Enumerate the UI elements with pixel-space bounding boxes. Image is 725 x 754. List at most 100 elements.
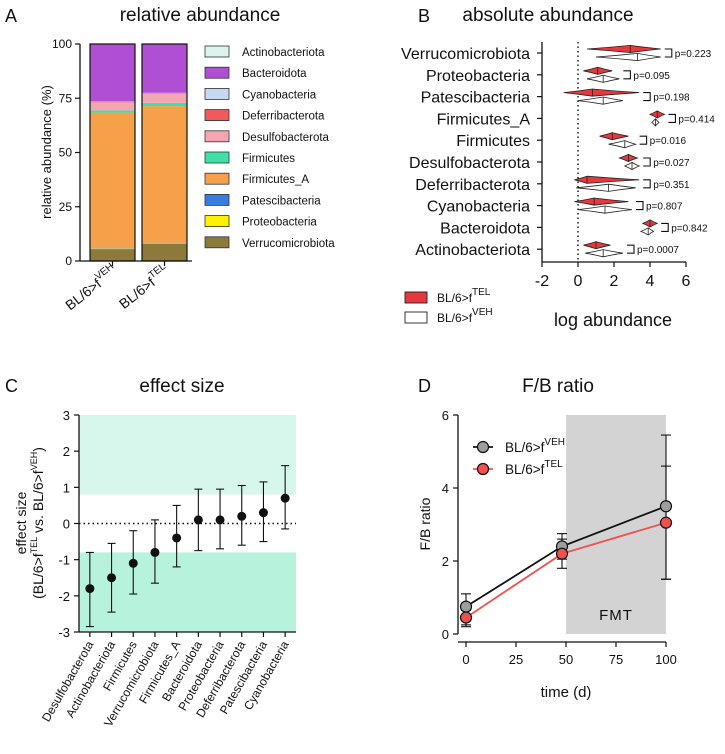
- chart-b-p-value: p=0.095: [633, 71, 670, 82]
- chart-b-legend-label-sup: TEL: [472, 287, 491, 298]
- chart-a-bar-segment: [142, 102, 187, 107]
- chart-d-legend-label-base: BL/6>f: [505, 440, 545, 455]
- chart-a-bar-segment: [90, 249, 135, 261]
- chart-d-ytick-label: 4: [442, 481, 449, 496]
- chart-a-legend-label: Deferribacterota: [242, 111, 325, 123]
- chart-b-xtick-label: 6: [682, 273, 691, 290]
- chart-d-legend-marker: [476, 440, 490, 454]
- chart-b-violin: [599, 132, 629, 141]
- chart-c-band-lower: [79, 552, 296, 632]
- chart-d-legend-label: BL/6>fVEH: [505, 437, 565, 455]
- chart-a-legend-label: Cyanobacteria: [242, 89, 317, 101]
- chart-b-p-value: p=0.223: [675, 49, 712, 60]
- chart-b-category-label: Bacteroidota: [440, 220, 530, 237]
- chart-d-ytick-label: 6: [442, 408, 449, 423]
- chart-b-bracket: [668, 113, 676, 123]
- chart-a-legend-label: Firmicutes_A: [242, 174, 309, 186]
- chart-c-point: [128, 558, 138, 568]
- chart-d-point: [459, 611, 473, 624]
- chart-a-ylabel: relative abundance (%): [39, 85, 54, 219]
- chart-a-ytick-label: 25: [59, 200, 73, 214]
- chart-c-band-upper: [79, 415, 296, 495]
- chart-c-ytick-label: -3: [58, 625, 70, 640]
- chart-d-ylabel: F/B ratio: [417, 497, 433, 550]
- chart-c-ylabel-part2: vs. BL/6>f: [30, 470, 46, 537]
- chart-b-category-label: Cyanobacteria: [427, 199, 530, 216]
- chart-b-bracket: [639, 135, 648, 145]
- chart-c-ytick-label: -2: [58, 589, 70, 604]
- chart-d-point: [555, 547, 569, 560]
- chart-c-ylabel-part1: (BL/6>f: [30, 553, 46, 599]
- chart-b-legend-swatch: [404, 311, 428, 324]
- chart-a-legend-swatch: [204, 236, 230, 249]
- chart-b-category-label: Firmicutes_A: [437, 111, 531, 128]
- chart-c-ylabel-line2: (BL/6>fTEL vs. BL/6>fVEH): [29, 447, 46, 599]
- chart-b-xtick-label: 2: [610, 273, 619, 290]
- chart-a-category-label: BL/6>fTEL: [115, 261, 173, 312]
- chart-d-legend-label-sup: VEH: [544, 437, 565, 448]
- chart-b-category-label: Firmicutes: [456, 133, 530, 150]
- chart-b-violin: [586, 44, 661, 54]
- chart-c-title: effect size: [139, 376, 224, 397]
- chart-b-p-value: p=0.414: [678, 114, 715, 125]
- chart-b-bracket: [643, 92, 651, 102]
- chart-b-p-value: p=0.016: [650, 136, 687, 147]
- chart-a-legend-label: Verrucomicrobiota: [242, 238, 335, 250]
- chart-b-category-label: Proteobacteria: [426, 68, 530, 85]
- chart-b-xtick-label: -2: [535, 273, 549, 290]
- chart-b-p-value: p=0.351: [653, 180, 690, 191]
- chart-c-ytick-label: 0: [63, 517, 70, 532]
- chart-a-legend-swatch: [204, 151, 230, 164]
- chart-a-bar-segment: [142, 93, 187, 95]
- chart-c-ylabel-sup2: VEH: [29, 452, 39, 471]
- chart-a-legend-label: Actinobacteriota: [242, 47, 325, 59]
- chart-d-point: [659, 516, 673, 529]
- chart-d-legend-label-base: BL/6>f: [505, 462, 545, 477]
- chart-b-category-label: Patescibacteria: [421, 90, 530, 107]
- chart-a-legend-swatch: [204, 109, 230, 121]
- chart-b-legend-label: BL/6>fVEH: [437, 307, 493, 325]
- chart-b-p-value: p=0.027: [653, 158, 690, 169]
- chart-b-violin: [608, 140, 638, 149]
- chart-a-bar-segment: [90, 110, 135, 113]
- chart-b-violin: [583, 241, 611, 250]
- chart-c-ylabel-line1: effect size: [13, 491, 29, 554]
- chart-d-title: F/B ratio: [522, 376, 594, 397]
- chart-d-ytick-label: 0: [442, 627, 449, 642]
- chart-b-p-value: p=0.842: [671, 223, 708, 234]
- chart-a-category-label-sup: TEL: [147, 261, 169, 281]
- chart-d-xtick-label: 0: [462, 652, 469, 667]
- chart-a-bar-segment: [90, 44, 135, 102]
- chart-b-bracket: [627, 244, 635, 254]
- chart-a-legend-swatch: [204, 215, 230, 228]
- chart-a-bar-segment: [142, 44, 187, 93]
- chart-d-xtick-label: 25: [509, 652, 523, 667]
- chart-b-violin: [585, 249, 624, 258]
- chart-b-p-value: p=0.198: [653, 93, 690, 104]
- chart-a-legend-swatch: [204, 88, 230, 100]
- chart-d-legend-label-sup: TEL: [544, 459, 563, 470]
- chart-b-p-value: p=0.0007: [637, 245, 679, 256]
- chart-b-bracket: [643, 157, 651, 167]
- chart-a-legend-label: Desulfobacterota: [242, 132, 330, 144]
- chart-a-legend-swatch: [204, 172, 230, 185]
- chart-c-point: [215, 515, 225, 525]
- panel-letter-c: C: [5, 376, 18, 396]
- chart-c-point: [150, 547, 160, 557]
- chart-d-xtick-label: 100: [655, 652, 677, 667]
- chart-a-legend-swatch: [204, 130, 230, 143]
- chart-a-legend-label: Proteobacteria: [242, 217, 317, 229]
- chart-d-xtick-label: 50: [559, 652, 573, 667]
- chart-b-legend-label-sup: VEH: [472, 307, 493, 318]
- chart-b-bracket: [661, 222, 669, 232]
- chart-c-ylabel-sup1: TEL: [29, 537, 39, 554]
- chart-a-legend-swatch: [204, 66, 230, 79]
- chart-b-bracket: [636, 201, 644, 211]
- panel-letter-b: B: [418, 6, 430, 26]
- chart-b-xtick-label: 4: [646, 273, 655, 290]
- chart-b-bracket: [623, 70, 631, 80]
- chart-d-point: [659, 500, 673, 513]
- chart-b-category-label: Verrucomicrobiota: [401, 46, 530, 63]
- panel-letter-d: D: [418, 376, 431, 396]
